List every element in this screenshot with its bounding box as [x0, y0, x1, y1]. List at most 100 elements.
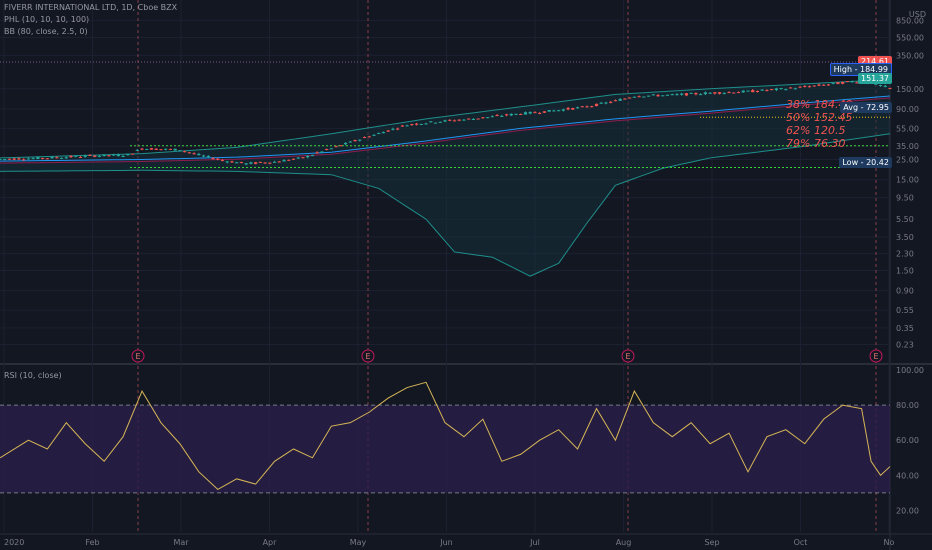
indicator-phl-legend[interactable]: PHL (10, 10, 10, 100) [4, 15, 90, 24]
earnings-marker-icon [621, 349, 635, 363]
candle-body [462, 119, 466, 121]
candle-body [306, 155, 310, 158]
candle-body [557, 110, 561, 112]
price-tick-label: 0.35 [896, 324, 914, 333]
candle-body [405, 125, 409, 127]
candle-body [287, 159, 291, 161]
price-tick-label: 3.50 [896, 233, 914, 242]
time-tick-label: Feb [85, 538, 99, 547]
candle-body [391, 128, 395, 130]
candle-body [235, 162, 239, 164]
candle-body [883, 85, 887, 88]
candle-body [774, 88, 778, 90]
candle-body [552, 110, 556, 112]
candle-body [3, 159, 7, 161]
candle-body [471, 118, 476, 120]
candle-body [107, 155, 111, 157]
candle-body [571, 107, 575, 110]
candle-body [807, 86, 812, 88]
price-tick-label: 0.55 [896, 306, 914, 315]
candle-body [83, 155, 87, 157]
candle-body [329, 148, 333, 150]
earnings-marker-label: E [365, 352, 370, 361]
earnings-marker-label: E [625, 352, 630, 361]
candle-body [362, 137, 367, 139]
candle-body [282, 160, 286, 162]
earnings-marker-label: E [873, 352, 878, 361]
candle-body [646, 95, 651, 97]
candle-body [216, 158, 220, 160]
price-tick-label: 150.00 [896, 85, 924, 94]
candle-body [732, 92, 736, 94]
price-tick-label: 25.00 [896, 155, 919, 164]
candle-body [755, 91, 760, 93]
price-tick-label: 550.00 [896, 34, 924, 43]
candle-body [519, 114, 523, 116]
candle-body [149, 148, 154, 150]
candle-body [855, 82, 859, 84]
candle-body [727, 92, 731, 94]
candle-body [419, 123, 423, 125]
fib-level-label: 62% 120.5 [786, 124, 845, 137]
price-tick-label: 9.50 [896, 194, 914, 203]
candle-body [651, 94, 655, 96]
candle-body [22, 159, 26, 161]
candle-body [17, 158, 21, 160]
candle-body [88, 154, 92, 156]
avg-price-tag: Avg - 72.95 [840, 102, 892, 113]
candle-body [263, 162, 267, 164]
candle-body [93, 155, 97, 157]
candle-body [500, 115, 504, 117]
price-tick-label: 0.23 [896, 340, 914, 349]
earnings-marker-icon [361, 349, 375, 363]
candle-body [779, 88, 783, 90]
candle-body [268, 162, 272, 164]
candle-body [244, 163, 248, 165]
candle-body [187, 152, 191, 154]
currency-label: USD [908, 10, 926, 19]
rsi-band [0, 405, 890, 493]
candle-body [121, 155, 125, 157]
candle-body [628, 97, 632, 99]
candle-body [168, 148, 173, 150]
candle-body [372, 134, 376, 136]
candle-body [135, 149, 139, 151]
price-tick-label: 850.00 [896, 16, 924, 25]
candle-body [348, 141, 352, 143]
candle-body [59, 157, 64, 159]
candle-body [713, 92, 717, 94]
candle-body [74, 155, 78, 157]
candle-body [788, 87, 793, 89]
candle-body [817, 84, 821, 86]
candle-body [7, 158, 12, 160]
candle-body [173, 148, 177, 151]
candle-body [486, 117, 490, 119]
moving-average-line [0, 97, 891, 164]
candle-body [642, 96, 646, 98]
candle-body [64, 157, 68, 159]
candle-body [31, 158, 35, 160]
candle-body [353, 139, 357, 142]
time-tick-label: Oct [794, 538, 808, 547]
candle-body [850, 81, 854, 83]
indicator-bb-legend[interactable]: BB (80, close, 2.5, 0) [4, 27, 88, 36]
price-tick-label: 90.00 [896, 105, 919, 114]
last-price-tag: 151.37 [858, 73, 892, 84]
candle-body [467, 118, 471, 120]
candle-body [315, 152, 319, 154]
time-tick-label: Apr [263, 538, 278, 547]
candle-body [717, 92, 722, 94]
rsi-line [0, 381, 891, 490]
rsi-legend[interactable]: RSI (10, close) [4, 371, 62, 380]
candle-body [26, 158, 31, 160]
bollinger-band-fill [0, 79, 890, 277]
candle-body [438, 121, 442, 123]
candle-body [424, 123, 428, 125]
candle-body [230, 161, 234, 163]
candle-body [590, 106, 594, 108]
candle-body [206, 155, 210, 157]
candle-body [675, 94, 679, 96]
candle-body [220, 160, 225, 162]
earnings-marker-icon [869, 349, 883, 363]
